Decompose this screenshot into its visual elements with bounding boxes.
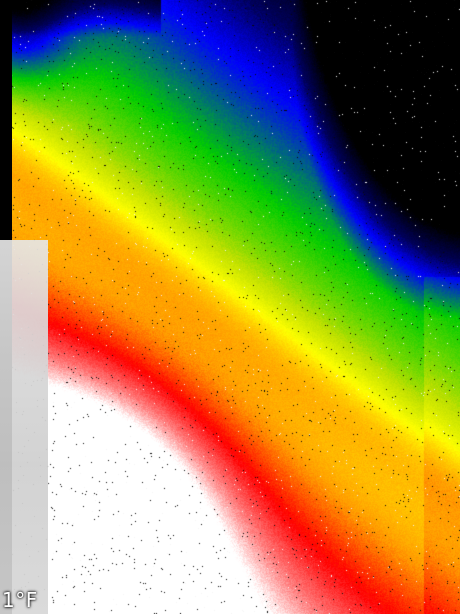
temperature-unit-label: 1°F xyxy=(2,588,38,612)
temperature-scale-strip xyxy=(0,240,48,614)
